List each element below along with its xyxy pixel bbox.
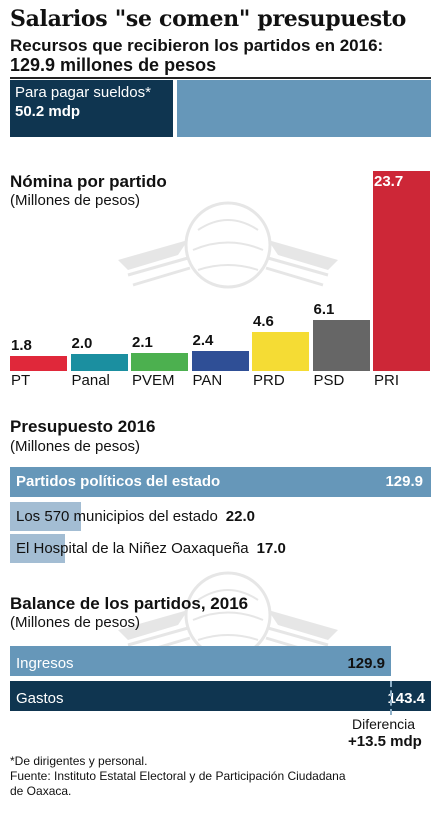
sueldos-remainder-bar [177, 80, 431, 137]
presupuesto-bar [10, 502, 81, 531]
page-title: Salarios "se comen" presupuesto [10, 6, 407, 32]
total-budget-text: 129.9 millones de pesos [10, 55, 217, 75]
footnote-note: *De dirigentes y personal. [10, 754, 148, 768]
balance-title: Balance de los partidos, 2016 [10, 594, 249, 613]
diferencia-unit: mdp [390, 733, 422, 750]
balance-bar-label: Gastos [16, 690, 64, 707]
nomina-bar [373, 171, 430, 371]
nomina-category-label: PSD [313, 372, 345, 389]
presupuesto-subtitle: (Millones de pesos) [10, 438, 141, 455]
nomina-value-label: 6.1 [313, 300, 335, 318]
nomina-bar [70, 354, 128, 371]
presupuesto-bar [10, 467, 431, 497]
sueldos-value: 50.2 mdp [15, 103, 81, 120]
balance-value-label: 129.9 [347, 655, 385, 672]
nomina-bar [10, 355, 67, 371]
diferencia-number: +13.5 [348, 733, 386, 750]
nomina-bar [252, 332, 309, 371]
diferencia-text: Diferencia [352, 716, 416, 732]
nomina-bar [312, 319, 370, 371]
nomina-value-label: 4.6 [253, 313, 274, 331]
presupuesto-bar [10, 534, 65, 563]
nomina-value-label: 1.8 [11, 336, 32, 354]
balance-bar [10, 681, 431, 711]
presupuesto-bar-label: Los 570 municipios del estado [16, 508, 218, 525]
balance-bar-label: Ingresos [16, 655, 74, 672]
nomina-category-label: PRD [253, 372, 285, 389]
nomina-value-label: 23.7 [374, 173, 404, 190]
diferencia-value: +13.5 mdp [348, 733, 422, 750]
footnote-source-1: Fuente: Instituto Estatal Electoral y de… [10, 769, 346, 783]
nomina-value-label: 2.0 [71, 335, 93, 353]
balance-subtitle: (Millones de pesos) [10, 614, 141, 631]
balance-value-label: 143.4 [387, 690, 425, 707]
nomina-bar [131, 353, 188, 371]
presupuesto-bar-label: Partidos políticos del estado [16, 473, 221, 490]
nomina-value-label: 2.1 [132, 334, 153, 352]
presupuesto-chart: Partidos políticos del estado 129.9 Los 57… [10, 467, 431, 563]
presupuesto-bar-label: El Hospital de la Niñez Oaxaqueña [16, 540, 249, 557]
page-subtitle: Recursos que recibieron los partidos en … [10, 36, 384, 55]
presupuesto-value-label: 129.9 [385, 473, 423, 490]
diferencia-label: Diferencia [352, 716, 415, 733]
sueldos-bar [10, 80, 173, 137]
presupuesto-value-label: 22.0 [225, 508, 255, 525]
nomina-title: Nómina por partido [10, 172, 167, 191]
presupuesto-title: Presupuesto 2016 [10, 417, 156, 436]
nomina-category-label: Panal [71, 372, 110, 389]
presupuesto-value-label: 17.0 [256, 540, 286, 557]
nomina-chart: 1.8 PT 2.0 Panal 2.1 PVEM 2.4 PAN 4.6 PRD 6.1 PSD 23… [0, 0, 441, 400]
nomina-category-label: PVEM [132, 372, 175, 389]
balance-difference-marker [390, 681, 392, 715]
nomina-category-label: PT [11, 372, 31, 389]
nomina-bar [191, 350, 249, 371]
emblem-watermark-icon [118, 201, 338, 289]
balance-chart: Ingresos 129.9 Gastos 143.4 [10, 646, 431, 715]
balance-bar [10, 646, 391, 676]
nomina-subtitle: (Millones de pesos) [10, 192, 141, 209]
top-rule [10, 77, 431, 79]
nomina-value-label: 2.4 [192, 331, 214, 349]
nomina-category-label: PAN [192, 372, 223, 389]
nomina-category-label: PRI [374, 372, 400, 389]
footnote-source-2: de Oaxaca. [10, 784, 72, 798]
sueldos-label: Para pagar sueldos* [15, 84, 151, 101]
